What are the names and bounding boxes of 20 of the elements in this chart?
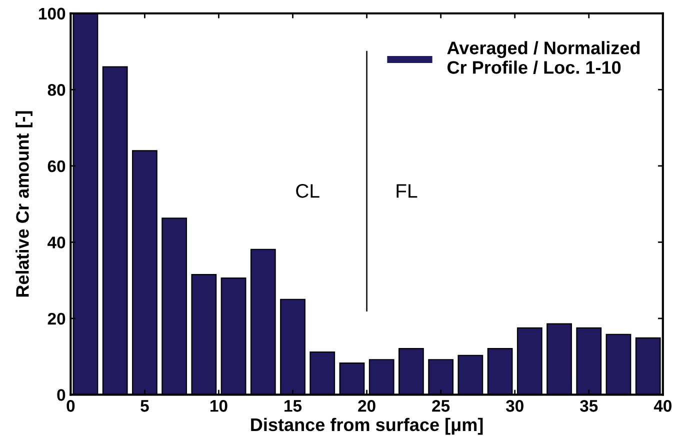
y-tick-label: 60 (48, 160, 66, 172)
x-tick-label: 15 (284, 400, 302, 412)
x-tick-label: 0 (66, 400, 75, 412)
x-tick-label: 10 (210, 400, 228, 412)
x-axis-title: Distance from surface [μm] (251, 418, 483, 435)
y-axis-title: Relative Cr amount [-] (16, 111, 32, 297)
y-tick-label: 100 (39, 8, 66, 20)
y-tick-label: 20 (48, 312, 66, 325)
x-tick-label: 30 (506, 400, 524, 412)
x-tick-label: 20 (358, 400, 376, 412)
legend-label: Averaged / Normalized Cr Profile / Loc. 1-10 (447, 41, 640, 74)
annotation: CL (296, 184, 320, 198)
x-tick-label: 35 (580, 400, 598, 412)
x-tick-label: 40 (654, 400, 672, 412)
x-tick-label: 5 (140, 400, 149, 412)
y-tick-label: 80 (48, 84, 66, 96)
y-tick-label: 0 (57, 389, 66, 401)
annotation: FL (396, 184, 418, 198)
y-tick-label: 40 (48, 236, 66, 248)
x-tick-label: 25 (432, 400, 450, 412)
